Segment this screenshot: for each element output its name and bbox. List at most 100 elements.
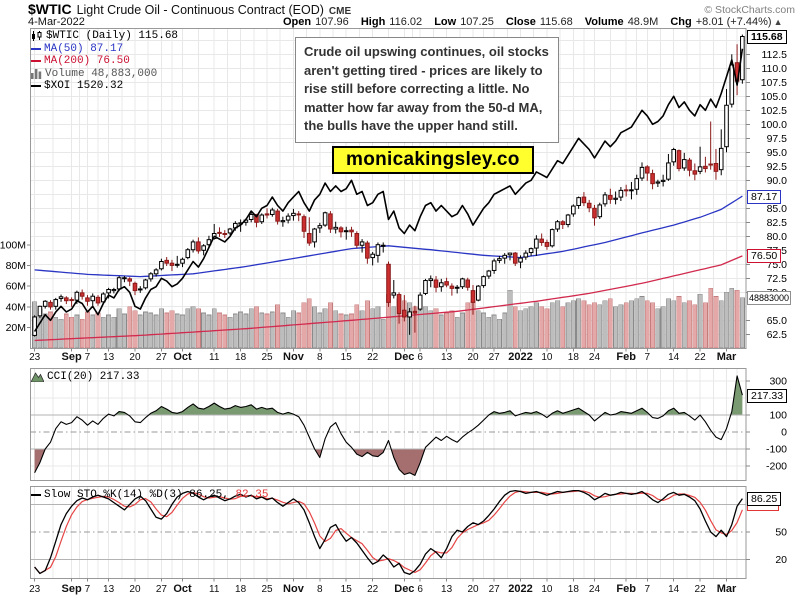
ma50-line-icon <box>31 47 41 50</box>
svg-text:25: 25 <box>261 352 273 363</box>
svg-text:10: 10 <box>541 584 553 595</box>
svg-text:13: 13 <box>103 352 115 363</box>
cci-legend-label: CCI(20) 217.33 <box>47 371 140 383</box>
svg-text:Nov: Nov <box>283 583 305 595</box>
legend-wtic: $WTIC (Daily) 115.68 <box>31 30 178 43</box>
annotation-box: Crude oil upswing continues, oil stocks … <box>295 37 559 143</box>
svg-text:300: 300 <box>769 376 787 388</box>
svg-text:11: 11 <box>209 584 220 595</box>
svg-text:22: 22 <box>695 352 707 363</box>
svg-text:Oct: Oct <box>173 351 192 363</box>
legend-volume-label: Volume 48,883,000 <box>45 67 158 80</box>
svg-text:-200: -200 <box>766 461 787 473</box>
svg-text:Nov: Nov <box>283 351 305 363</box>
svg-text:60M: 60M <box>6 281 26 293</box>
chart-title: Light Crude Oil - Continuous Contract (E… <box>76 3 324 17</box>
svg-text:23: 23 <box>29 584 41 595</box>
chart-date: 4-Mar-2022 <box>28 16 85 28</box>
svg-text:20: 20 <box>775 554 787 566</box>
high-label: High <box>360 16 386 28</box>
sto-legend-label: Slow STO %K(14) %D(3) 86.25, <box>44 489 229 501</box>
svg-text:20M: 20M <box>6 322 26 334</box>
svg-text:27: 27 <box>156 352 168 363</box>
svg-text:24: 24 <box>589 352 601 363</box>
copyright: © StockCharts.com <box>704 4 795 16</box>
svg-text:2022: 2022 <box>508 351 532 363</box>
svg-text:13: 13 <box>441 584 453 595</box>
svg-text:7: 7 <box>85 352 91 363</box>
svg-text:6: 6 <box>417 584 423 595</box>
svg-text:Feb: Feb <box>616 583 636 595</box>
svg-text:20: 20 <box>467 584 479 595</box>
svg-text:62.5: 62.5 <box>767 329 788 341</box>
legend-volume: Volume 48,883,000 <box>31 68 178 81</box>
svg-text:85.0: 85.0 <box>767 203 788 215</box>
svg-text:102.5: 102.5 <box>761 105 787 117</box>
watermark: monicakingsley.co <box>332 146 534 174</box>
svg-text:80.0: 80.0 <box>767 231 788 243</box>
legend-ma50: MA(50) 87.17 <box>31 43 178 56</box>
svg-text:107.5: 107.5 <box>761 77 787 89</box>
svg-text:105.0: 105.0 <box>761 91 787 103</box>
svg-text:0: 0 <box>781 427 787 439</box>
svg-text:20: 20 <box>129 352 141 363</box>
svg-text:25: 25 <box>261 584 273 595</box>
exchange-label: CME <box>328 6 352 17</box>
svg-text:97.5: 97.5 <box>767 133 788 145</box>
quote-line: Open 107.96 High 116.02 Low 107.25 Close 115… <box>283 16 782 28</box>
svg-text:11: 11 <box>209 352 220 363</box>
cci-badge: 217.33 <box>747 388 788 403</box>
svg-text:100M: 100M <box>0 240 26 252</box>
svg-text:8: 8 <box>317 584 323 595</box>
svg-text:2022: 2022 <box>508 583 532 595</box>
chart-header: $WTIC Light Crude Oil - Continuous Contra… <box>28 1 351 19</box>
svg-text:8: 8 <box>317 352 323 363</box>
xoi-line-icon <box>31 85 41 88</box>
svg-text:Dec: Dec <box>394 351 414 363</box>
svg-text:110.0: 110.0 <box>762 63 788 75</box>
svg-text:22: 22 <box>695 584 707 595</box>
svg-text:Mar: Mar <box>717 351 737 363</box>
svg-text:100.0: 100.0 <box>761 119 787 131</box>
main-legend: $WTIC (Daily) 115.68 MA(50) 87.17 MA(200… <box>31 30 178 93</box>
svg-text:24: 24 <box>589 584 601 595</box>
candlestick-icon <box>32 31 42 42</box>
low-label: Low <box>434 16 457 28</box>
svg-text:7: 7 <box>85 584 91 595</box>
ma200-line-icon <box>31 60 41 63</box>
svg-text:6: 6 <box>417 352 423 363</box>
svg-text:90.0: 90.0 <box>767 175 788 187</box>
svg-text:22: 22 <box>367 584 379 595</box>
svg-text:15: 15 <box>341 352 353 363</box>
close-value: 115.68 <box>539 16 573 28</box>
svg-text:7: 7 <box>645 584 651 595</box>
svg-text:7: 7 <box>645 352 651 363</box>
sto-legend: Slow STO %K(14) %D(3) 86.25, 82.35 <box>31 489 268 502</box>
svg-text:Mar: Mar <box>717 583 737 595</box>
svg-text:Feb: Feb <box>616 351 636 363</box>
legend-xoi: $XOI 1520.32 <box>31 80 178 93</box>
sto-legend-d-value: 82.35 <box>235 489 269 501</box>
svg-text:18: 18 <box>235 352 247 363</box>
legend-ma200-label: MA(200) 76.50 <box>44 55 130 67</box>
legend-xoi-label: $XOI 1520.32 <box>44 80 124 92</box>
open-value: 107.96 <box>315 16 349 28</box>
svg-text:Dec: Dec <box>394 583 414 595</box>
svg-text:112.5: 112.5 <box>762 49 788 61</box>
svg-text:100: 100 <box>769 410 787 422</box>
sto-line-icon <box>31 494 41 497</box>
svg-text:23: 23 <box>29 352 41 363</box>
svg-text:27: 27 <box>156 584 168 595</box>
close-label: Close <box>505 16 536 28</box>
volume-bars-icon <box>31 68 42 79</box>
svg-text:18: 18 <box>235 584 247 595</box>
svg-text:14: 14 <box>668 584 680 595</box>
cci-legend: CCI(20) 217.33 <box>31 371 139 384</box>
chg-value: +8.01 (+7.44%) <box>695 16 772 28</box>
svg-text:22: 22 <box>367 352 379 363</box>
ma200-badge: 76.50 <box>747 249 782 264</box>
svg-text:-100: -100 <box>766 444 787 456</box>
svg-text:18: 18 <box>568 352 580 363</box>
legend-ma50-label: MA(50) 87.17 <box>44 42 124 55</box>
